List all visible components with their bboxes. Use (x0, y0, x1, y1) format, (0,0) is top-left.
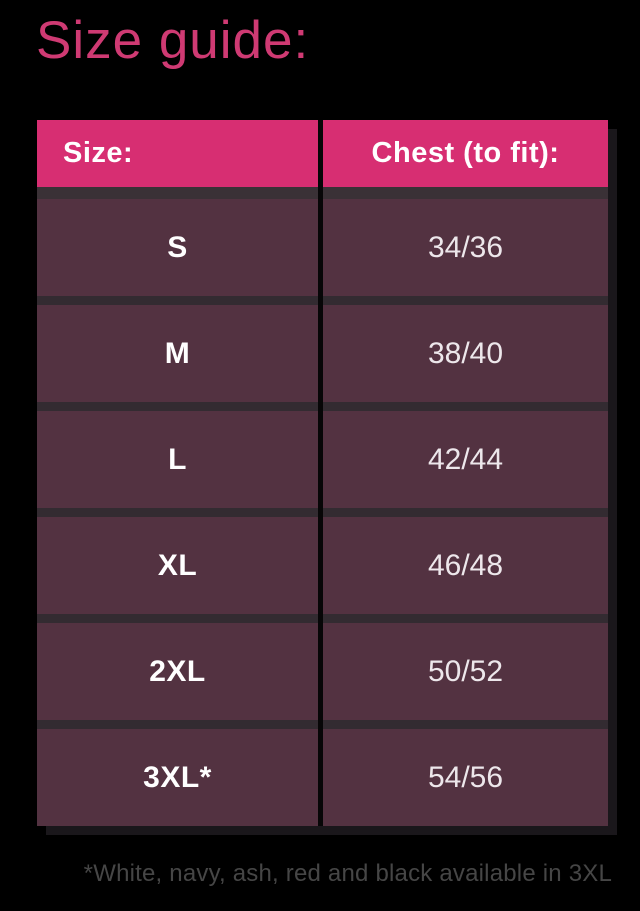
chest-cell: 50/52 (323, 623, 608, 720)
page-title: Size guide: (36, 11, 310, 70)
row-separator (37, 296, 608, 305)
size-cell: M (37, 305, 318, 402)
row-separator (37, 508, 608, 517)
table-row: 2XL 50/52 (37, 623, 608, 720)
column-divider (318, 517, 323, 614)
chest-cell: 54/56 (323, 729, 608, 826)
row-separator (37, 614, 608, 623)
availability-footnote: *White, navy, ash, red and black availab… (83, 860, 612, 887)
table-row: L 42/44 (37, 411, 608, 508)
table-row: XL 46/48 (37, 517, 608, 614)
table-row: 3XL* 54/56 (37, 729, 608, 826)
table-row: M 38/40 (37, 305, 608, 402)
column-divider (318, 199, 323, 296)
size-guide-table: Size: Chest (to fit): S 34/36 M 38/40 L … (37, 120, 608, 826)
chest-cell: 38/40 (323, 305, 608, 402)
header-cell-size: Size: (37, 120, 318, 187)
table-header-row: Size: Chest (to fit): (37, 120, 608, 187)
column-divider (318, 411, 323, 508)
size-cell: XL (37, 517, 318, 614)
size-cell: S (37, 199, 318, 296)
row-separator (37, 720, 608, 729)
chest-cell: 42/44 (323, 411, 608, 508)
table-row: S 34/36 (37, 199, 608, 296)
size-cell: 2XL (37, 623, 318, 720)
column-divider (318, 120, 323, 187)
column-divider (318, 305, 323, 402)
row-separator (37, 402, 608, 411)
size-cell: 3XL* (37, 729, 318, 826)
header-cell-chest: Chest (to fit): (323, 120, 608, 187)
column-divider (318, 729, 323, 826)
header-separator (37, 187, 608, 199)
size-cell: L (37, 411, 318, 508)
chest-cell: 46/48 (323, 517, 608, 614)
chest-cell: 34/36 (323, 199, 608, 296)
column-divider (318, 623, 323, 720)
